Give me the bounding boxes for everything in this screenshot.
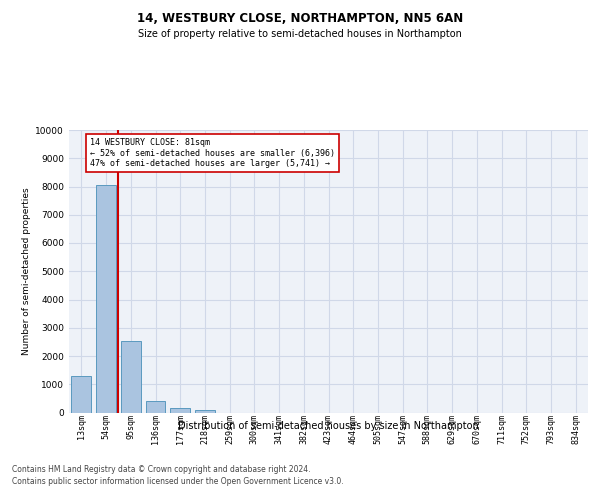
Text: Contains public sector information licensed under the Open Government Licence v3: Contains public sector information licen… bbox=[12, 478, 344, 486]
Text: 14 WESTBURY CLOSE: 81sqm
← 52% of semi-detached houses are smaller (6,396)
47% o: 14 WESTBURY CLOSE: 81sqm ← 52% of semi-d… bbox=[90, 138, 335, 168]
Bar bbox=[96, 185, 116, 412]
Bar bbox=[146, 402, 166, 412]
Bar bbox=[121, 342, 140, 412]
Text: 14, WESTBURY CLOSE, NORTHAMPTON, NN5 6AN: 14, WESTBURY CLOSE, NORTHAMPTON, NN5 6AN bbox=[137, 12, 463, 26]
Y-axis label: Number of semi-detached properties: Number of semi-detached properties bbox=[22, 188, 31, 355]
Text: Contains HM Land Registry data © Crown copyright and database right 2024.: Contains HM Land Registry data © Crown c… bbox=[12, 465, 311, 474]
Bar bbox=[71, 376, 91, 412]
Bar bbox=[195, 410, 215, 412]
Text: Size of property relative to semi-detached houses in Northampton: Size of property relative to semi-detach… bbox=[138, 29, 462, 39]
Bar bbox=[170, 408, 190, 412]
Text: Distribution of semi-detached houses by size in Northampton: Distribution of semi-detached houses by … bbox=[178, 421, 479, 431]
